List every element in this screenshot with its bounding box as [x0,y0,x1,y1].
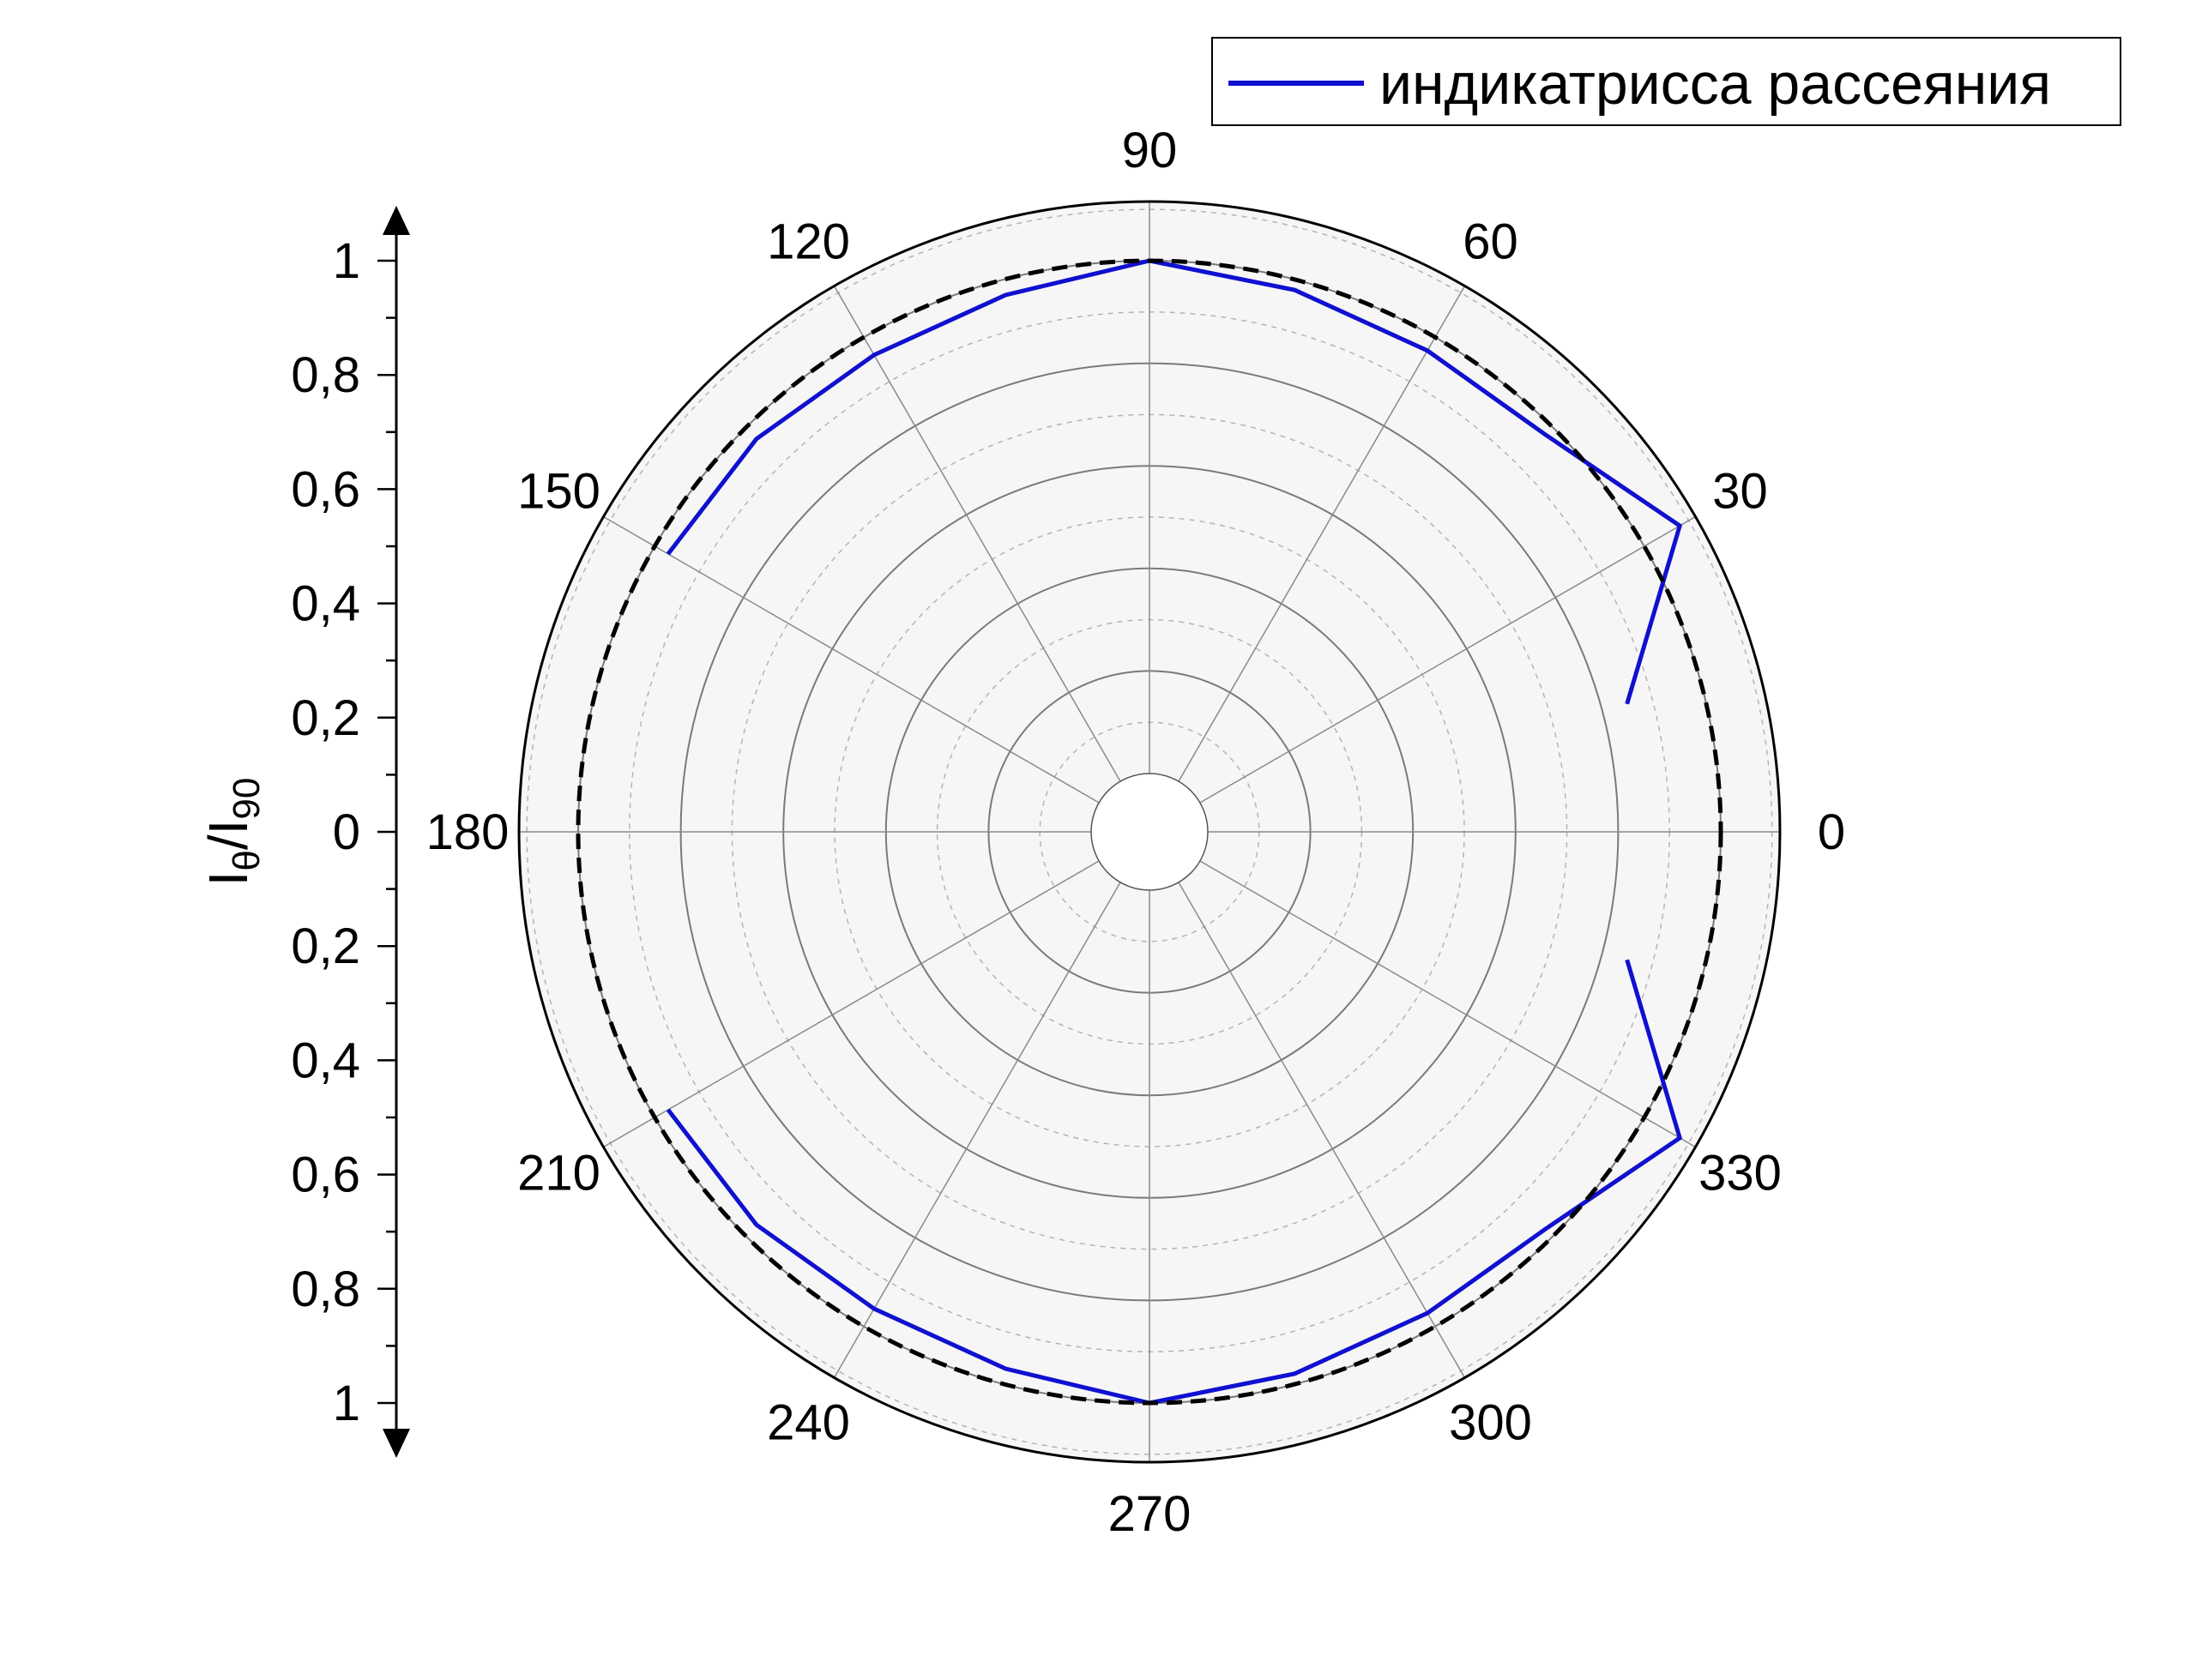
radial-tick-label: 0,4 [291,1033,360,1088]
radial-axis-label: Iθ/I90 [197,778,268,887]
label-sub2: 90 [226,778,268,820]
angle-label-330: 330 [1698,1146,1782,1201]
angle-label-150: 150 [517,464,600,520]
spoke-300 [1178,882,1466,1378]
angular-tick-labels: 0 30 60 90 120 150 180 210 240 270 300 330 [426,123,1846,1542]
label-main: I [197,871,259,887]
label-sub1: θ [226,850,268,870]
angular-gridlines [519,202,1780,1462]
spoke-60 [1178,286,1466,782]
radial-axis: 1 0,8 0,6 0,4 0,2 0 0,2 0,4 0,6 0,8 1 [291,206,410,1458]
radial-tick-label: 0 [333,804,360,860]
label-slash: /I [197,820,259,851]
radial-tick-label: 0,8 [291,1262,360,1317]
radial-tick-label: 0,8 [291,347,360,403]
radial-tick-label: 0,4 [291,576,360,632]
series-line-0-segment-1 [666,959,1683,1406]
series-layer [576,258,1723,1406]
angle-label-30: 30 [1712,464,1768,520]
angle-label-90: 90 [1122,123,1178,178]
angle-label-270: 270 [1108,1486,1192,1542]
legend: индикатрисса рассеяния [1211,37,2121,126]
angle-label-180: 180 [426,804,510,860]
angle-label-240: 240 [767,1395,850,1451]
spoke-240 [833,882,1121,1378]
spoke-30 [1199,515,1696,804]
angle-label-0: 0 [1818,804,1845,860]
spoke-330 [1199,860,1696,1148]
spoke-210 [603,860,1100,1148]
spoke-150 [603,515,1100,804]
legend-label: индикатрисса рассеяния [1379,51,2051,117]
radial-tick-label: 1 [333,1376,360,1431]
series-line-0-segment-0 [666,258,1683,705]
plot-outer-border [517,200,1782,1464]
radial-tick-label: 0,2 [291,690,360,746]
arrow-down-icon [383,1429,410,1458]
spoke-120 [833,286,1121,782]
angle-label-60: 60 [1463,214,1518,270]
arrow-up-icon [383,206,410,235]
center-hole [1090,773,1209,891]
radial-axis-ticks [377,259,396,1405]
series-reference-circle [576,258,1723,1406]
radial-tick-label: 0,6 [291,1147,360,1203]
angle-label-300: 300 [1449,1395,1532,1451]
angle-label-120: 120 [767,214,850,270]
radial-tick-label: 1 [333,233,360,289]
radial-tick-label: 0,2 [291,918,360,974]
radial-axis-tick-labels: 1 0,8 0,6 0,4 0,2 0 0,2 0,4 0,6 0,8 1 [291,233,360,1431]
radial-tick-label: 0,6 [291,461,360,517]
angle-label-210: 210 [517,1146,600,1201]
